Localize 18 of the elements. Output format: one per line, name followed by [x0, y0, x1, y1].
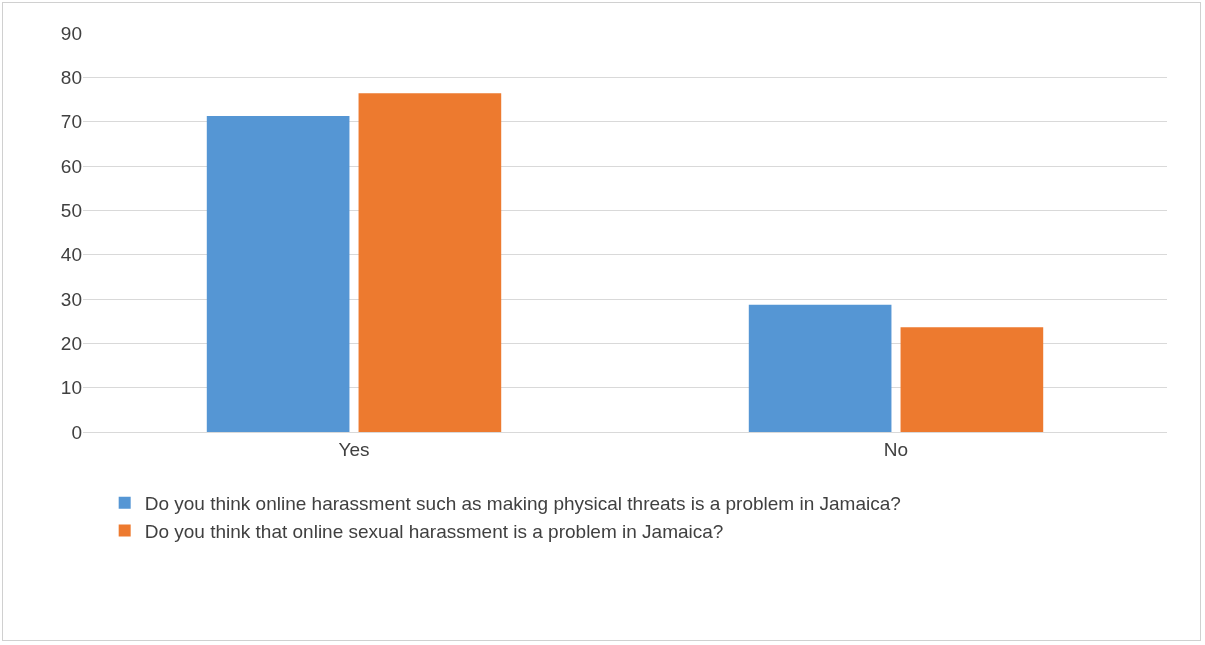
y-tick-label: 10: [60, 377, 82, 399]
y-tick-label: 70: [60, 111, 82, 133]
legend-label: Do you think online harassment such as making physical threats is a problem in Jamaica?: [144, 493, 901, 515]
y-tick-label: 90: [60, 22, 82, 44]
x-tick-label: No: [883, 438, 909, 460]
bar: [358, 93, 502, 432]
y-tick-label: 40: [60, 244, 82, 266]
y-tick-label: 30: [60, 288, 82, 310]
bar: [206, 115, 350, 432]
bar: [900, 327, 1044, 432]
bar: [748, 304, 892, 432]
y-tick-label: 80: [60, 66, 82, 88]
legend-label: Do you think that online sexual harassment is a problem in Jamaica?: [144, 520, 724, 542]
x-tick-label: Yes: [338, 438, 370, 460]
y-tick-label: 50: [60, 199, 82, 221]
y-tick-label: 60: [60, 155, 82, 177]
y-tick-label: 20: [60, 332, 82, 354]
y-tick-label: 0: [71, 421, 82, 443]
